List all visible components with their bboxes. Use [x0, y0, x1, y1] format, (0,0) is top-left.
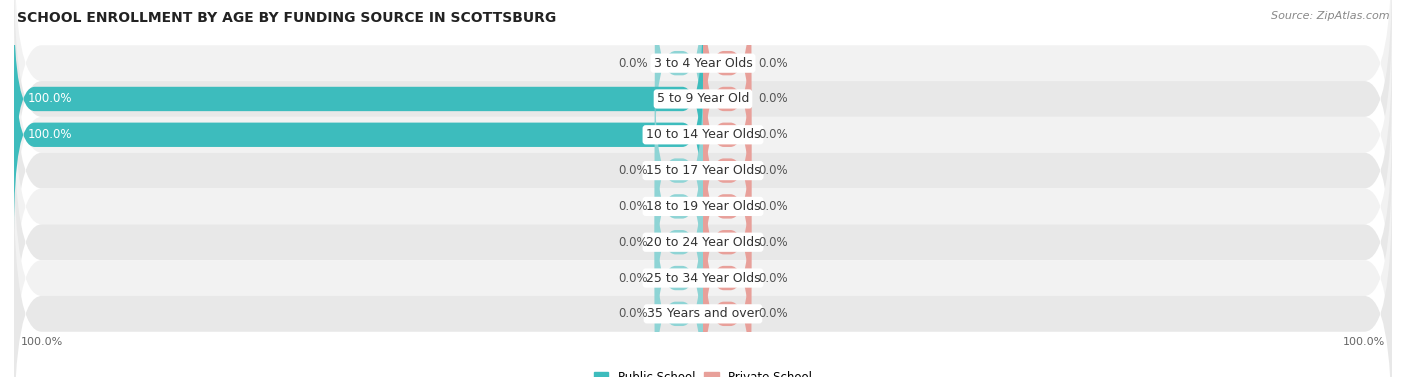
Text: 0.0%: 0.0% — [758, 164, 787, 177]
Legend: Public School, Private School: Public School, Private School — [589, 366, 817, 377]
Text: 15 to 17 Year Olds: 15 to 17 Year Olds — [645, 164, 761, 177]
Text: Source: ZipAtlas.com: Source: ZipAtlas.com — [1271, 11, 1389, 21]
Text: 20 to 24 Year Olds: 20 to 24 Year Olds — [645, 236, 761, 249]
FancyBboxPatch shape — [14, 9, 1392, 260]
FancyBboxPatch shape — [655, 147, 703, 337]
FancyBboxPatch shape — [703, 4, 751, 194]
Text: 100.0%: 100.0% — [21, 337, 63, 347]
Text: 0.0%: 0.0% — [758, 92, 787, 106]
FancyBboxPatch shape — [655, 75, 703, 266]
FancyBboxPatch shape — [655, 111, 703, 302]
FancyBboxPatch shape — [703, 183, 751, 373]
Text: 0.0%: 0.0% — [758, 236, 787, 249]
FancyBboxPatch shape — [14, 4, 703, 194]
Text: 25 to 34 Year Olds: 25 to 34 Year Olds — [645, 271, 761, 285]
Text: 0.0%: 0.0% — [619, 164, 648, 177]
Text: 10 to 14 Year Olds: 10 to 14 Year Olds — [645, 128, 761, 141]
Text: 0.0%: 0.0% — [619, 307, 648, 320]
FancyBboxPatch shape — [703, 219, 751, 377]
FancyBboxPatch shape — [703, 75, 751, 266]
FancyBboxPatch shape — [14, 0, 1392, 224]
FancyBboxPatch shape — [703, 40, 751, 230]
FancyBboxPatch shape — [14, 40, 703, 230]
Text: SCHOOL ENROLLMENT BY AGE BY FUNDING SOURCE IN SCOTTSBURG: SCHOOL ENROLLMENT BY AGE BY FUNDING SOUR… — [17, 11, 557, 25]
FancyBboxPatch shape — [703, 147, 751, 337]
FancyBboxPatch shape — [703, 111, 751, 302]
Text: 0.0%: 0.0% — [619, 271, 648, 285]
FancyBboxPatch shape — [14, 117, 1392, 368]
FancyBboxPatch shape — [14, 45, 1392, 296]
FancyBboxPatch shape — [14, 153, 1392, 377]
Text: 18 to 19 Year Olds: 18 to 19 Year Olds — [645, 200, 761, 213]
FancyBboxPatch shape — [655, 183, 703, 373]
Text: 0.0%: 0.0% — [758, 57, 787, 70]
FancyBboxPatch shape — [703, 0, 751, 158]
FancyBboxPatch shape — [14, 81, 1392, 332]
Text: 5 to 9 Year Old: 5 to 9 Year Old — [657, 92, 749, 106]
Text: 0.0%: 0.0% — [619, 57, 648, 70]
FancyBboxPatch shape — [14, 188, 1392, 377]
Text: 0.0%: 0.0% — [758, 307, 787, 320]
FancyBboxPatch shape — [655, 0, 703, 158]
Text: 100.0%: 100.0% — [28, 128, 72, 141]
Text: 35 Years and over: 35 Years and over — [647, 307, 759, 320]
FancyBboxPatch shape — [655, 219, 703, 377]
Text: 100.0%: 100.0% — [1343, 337, 1385, 347]
FancyBboxPatch shape — [14, 0, 1392, 188]
Text: 0.0%: 0.0% — [619, 200, 648, 213]
Text: 0.0%: 0.0% — [758, 128, 787, 141]
Text: 0.0%: 0.0% — [619, 236, 648, 249]
Text: 3 to 4 Year Olds: 3 to 4 Year Olds — [654, 57, 752, 70]
Text: 0.0%: 0.0% — [758, 271, 787, 285]
Text: 100.0%: 100.0% — [28, 92, 72, 106]
Text: 0.0%: 0.0% — [758, 200, 787, 213]
